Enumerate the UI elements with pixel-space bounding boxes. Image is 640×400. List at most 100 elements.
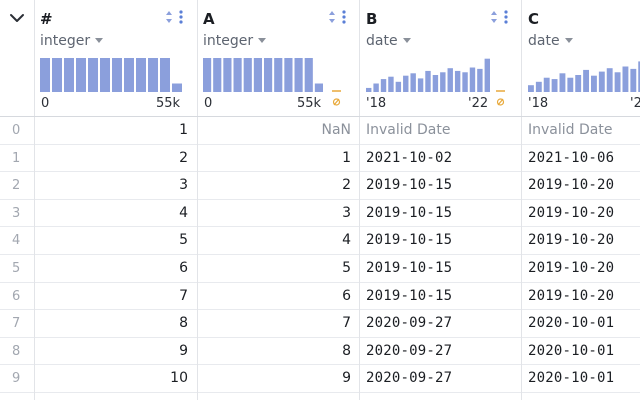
histogram-bar[interactable] <box>148 58 158 92</box>
cell-b[interactable]: 2019-10-15 <box>366 260 453 276</box>
cell-hash[interactable]: 5 <box>179 232 188 249</box>
histogram-bar[interactable] <box>591 75 597 92</box>
histogram-bar[interactable] <box>535 81 542 92</box>
cell-b[interactable]: 2021-10-02 <box>366 149 453 166</box>
cell-a[interactable]: 5 <box>342 260 351 276</box>
cell-b[interactable]: Invalid Date <box>366 122 451 138</box>
histogram-bar[interactable] <box>630 68 637 92</box>
cell-hash[interactable]: 10 <box>170 370 188 387</box>
cell-c[interactable]: 2019-10-20 <box>528 177 615 194</box>
column-type-dropdown[interactable]: integer <box>203 33 267 49</box>
cell-a[interactable]: 2 <box>342 177 351 194</box>
cell-a[interactable]: NaN <box>321 122 351 138</box>
cell-hash[interactable]: 4 <box>179 204 188 221</box>
chevron-down-icon[interactable] <box>8 9 26 27</box>
histogram-bar[interactable] <box>40 58 50 92</box>
histogram-bar[interactable] <box>454 70 461 92</box>
null-values-icon[interactable] <box>332 90 341 106</box>
cell-a[interactable]: 6 <box>342 287 351 304</box>
column-divider[interactable] <box>34 0 35 400</box>
histogram-bar[interactable] <box>559 73 566 92</box>
column-divider[interactable] <box>197 0 198 400</box>
histogram-bar[interactable] <box>425 70 431 92</box>
histogram-bar[interactable] <box>294 58 303 92</box>
histogram-bar[interactable] <box>274 58 283 92</box>
histogram-bar[interactable] <box>606 68 613 92</box>
histogram-bar[interactable] <box>253 58 262 92</box>
column-type-dropdown[interactable]: date <box>366 33 411 49</box>
cell-c[interactable]: 2019-10-20 <box>528 232 615 249</box>
cell-c[interactable]: 2020-10-01 <box>528 342 615 359</box>
column-divider[interactable] <box>521 0 522 400</box>
cell-c[interactable]: Invalid Date <box>528 122 613 138</box>
histogram-bar[interactable] <box>52 58 62 92</box>
cell-hash[interactable]: 3 <box>179 177 188 194</box>
cell-c[interactable]: 2020-10-01 <box>528 315 615 332</box>
histogram-bar[interactable] <box>622 66 629 93</box>
sort-icon[interactable] <box>165 10 173 24</box>
cell-c[interactable]: 2019-10-20 <box>528 287 615 304</box>
sort-icon[interactable] <box>490 10 498 24</box>
histogram-bar[interactable] <box>447 68 453 92</box>
histogram-bar[interactable] <box>575 75 582 92</box>
histogram-bar[interactable] <box>403 75 409 92</box>
histogram-bar[interactable] <box>417 78 424 92</box>
histogram-bar[interactable] <box>598 71 605 92</box>
histogram-bar[interactable] <box>76 58 86 92</box>
cell-hash[interactable]: 1 <box>179 122 188 138</box>
histogram-bar[interactable] <box>551 79 558 92</box>
cell-a[interactable]: 7 <box>342 315 351 332</box>
histogram-bar[interactable] <box>136 58 146 92</box>
histogram-bar[interactable] <box>223 58 232 92</box>
histogram-bar[interactable] <box>432 75 439 92</box>
histogram-bar[interactable] <box>373 83 379 93</box>
more-vertical-icon[interactable] <box>178 9 184 25</box>
null-values-icon[interactable] <box>496 90 505 106</box>
histogram-bar[interactable] <box>567 77 574 92</box>
histogram-bar[interactable] <box>380 79 387 92</box>
histogram-bar[interactable] <box>395 81 402 92</box>
histogram-bar[interactable] <box>243 58 252 92</box>
histogram-bar[interactable] <box>614 72 621 92</box>
cell-c[interactable]: 2019-10-20 <box>528 260 615 276</box>
cell-b[interactable]: 2019-10-15 <box>366 177 453 194</box>
histogram-bar[interactable] <box>64 58 74 92</box>
cell-c[interactable]: 2019-10-20 <box>528 204 615 221</box>
histogram-bar[interactable] <box>484 58 490 92</box>
cell-a[interactable]: 3 <box>342 204 351 221</box>
cell-a[interactable]: 9 <box>342 370 351 387</box>
cell-b[interactable]: 2019-10-15 <box>366 204 453 221</box>
column-type-dropdown[interactable]: date <box>528 33 573 49</box>
column-type-dropdown[interactable]: integer <box>40 33 104 49</box>
histogram-bar[interactable] <box>477 68 483 92</box>
histogram-bar[interactable] <box>366 87 372 92</box>
histogram-bar[interactable] <box>410 73 416 92</box>
histogram-bar[interactable] <box>583 69 590 92</box>
histogram-bar[interactable] <box>112 58 122 92</box>
cell-hash[interactable]: 2 <box>179 149 188 166</box>
histogram-bar[interactable] <box>172 83 182 93</box>
cell-b[interactable]: 2019-10-15 <box>366 232 453 249</box>
histogram-bar[interactable] <box>88 58 98 92</box>
histogram-bar[interactable] <box>100 58 110 92</box>
histogram-bar[interactable] <box>440 72 446 92</box>
column-divider[interactable] <box>359 0 360 400</box>
sort-icon[interactable] <box>328 10 336 24</box>
histogram-bar[interactable] <box>124 58 134 92</box>
histogram-bar[interactable] <box>462 72 468 92</box>
histogram-bar[interactable] <box>213 58 222 92</box>
histogram-bar[interactable] <box>233 58 242 92</box>
cell-c[interactable]: 2020-10-01 <box>528 370 615 387</box>
histogram-bar[interactable] <box>304 58 313 92</box>
cell-b[interactable]: 2019-10-15 <box>366 287 453 304</box>
histogram-bar[interactable] <box>264 58 273 92</box>
more-vertical-icon[interactable] <box>341 9 347 25</box>
more-vertical-icon[interactable] <box>503 9 509 25</box>
histogram-bar[interactable] <box>388 76 394 92</box>
cell-b[interactable]: 2020-09-27 <box>366 315 453 332</box>
cell-a[interactable]: 1 <box>342 149 351 166</box>
cell-c[interactable]: 2021-10-06 <box>528 149 615 166</box>
histogram-bar[interactable] <box>314 83 323 93</box>
histogram-bar[interactable] <box>469 67 476 92</box>
histogram-bar[interactable] <box>160 58 170 92</box>
